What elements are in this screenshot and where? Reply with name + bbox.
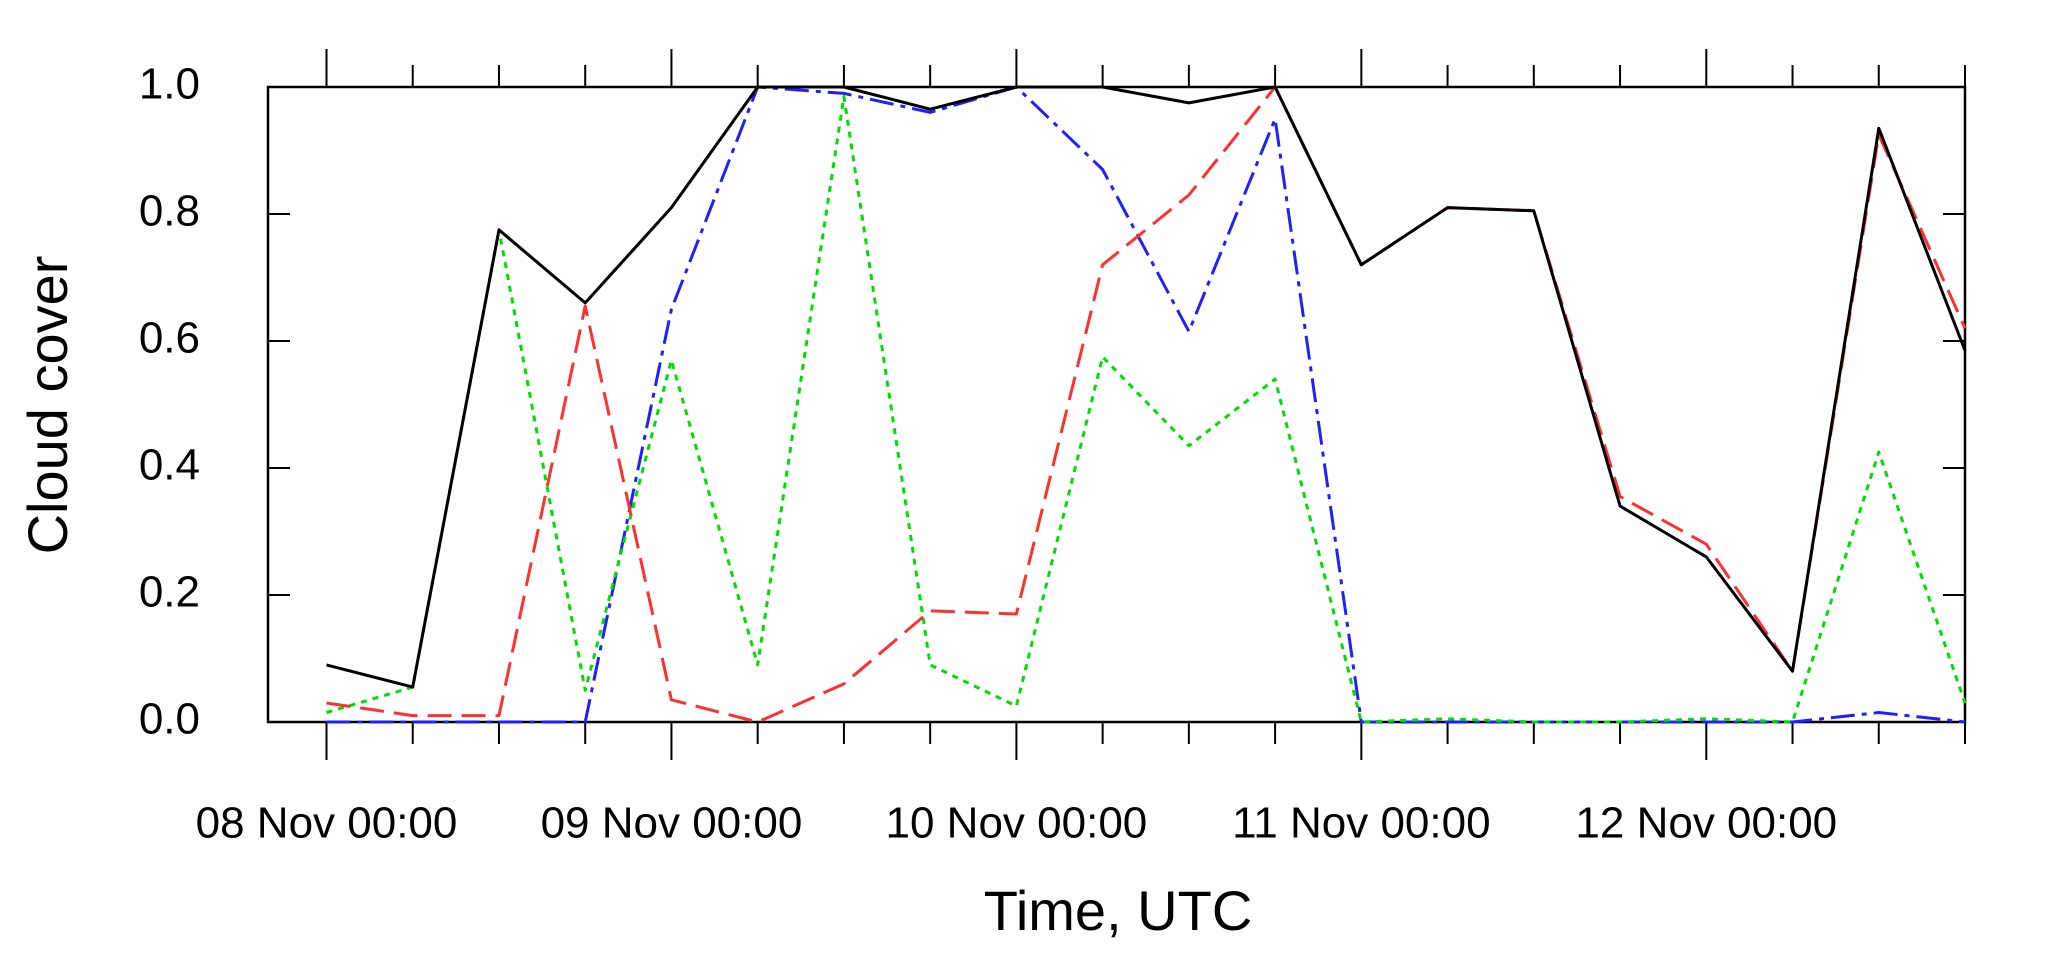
y-tick-label: 0.8 <box>139 187 200 236</box>
y-tick-label: 1.0 <box>139 60 200 109</box>
y-tick-label: 0.2 <box>139 568 200 617</box>
y-tick-label: 0.0 <box>139 695 200 744</box>
x-tick-label: 09 Nov 00:00 <box>541 799 803 848</box>
x-axis-title: Time, UTC <box>984 879 1253 942</box>
y-tick-label: 0.4 <box>139 441 200 490</box>
series-line <box>326 85 1967 724</box>
series-line <box>326 85 1967 689</box>
series-line <box>326 85 1966 724</box>
x-tick-label: 10 Nov 00:00 <box>886 799 1148 848</box>
series-line <box>326 95 1967 724</box>
y-tick-label: 0.6 <box>139 314 200 363</box>
y-axis-title: Cloud cover <box>16 256 79 555</box>
x-tick-label: 08 Nov 00:00 <box>196 799 458 848</box>
plot-frame <box>266 85 1967 724</box>
x-tick-label: 11 Nov 00:00 <box>1232 799 1490 848</box>
x-tick-label: 12 Nov 00:00 <box>1575 799 1837 848</box>
